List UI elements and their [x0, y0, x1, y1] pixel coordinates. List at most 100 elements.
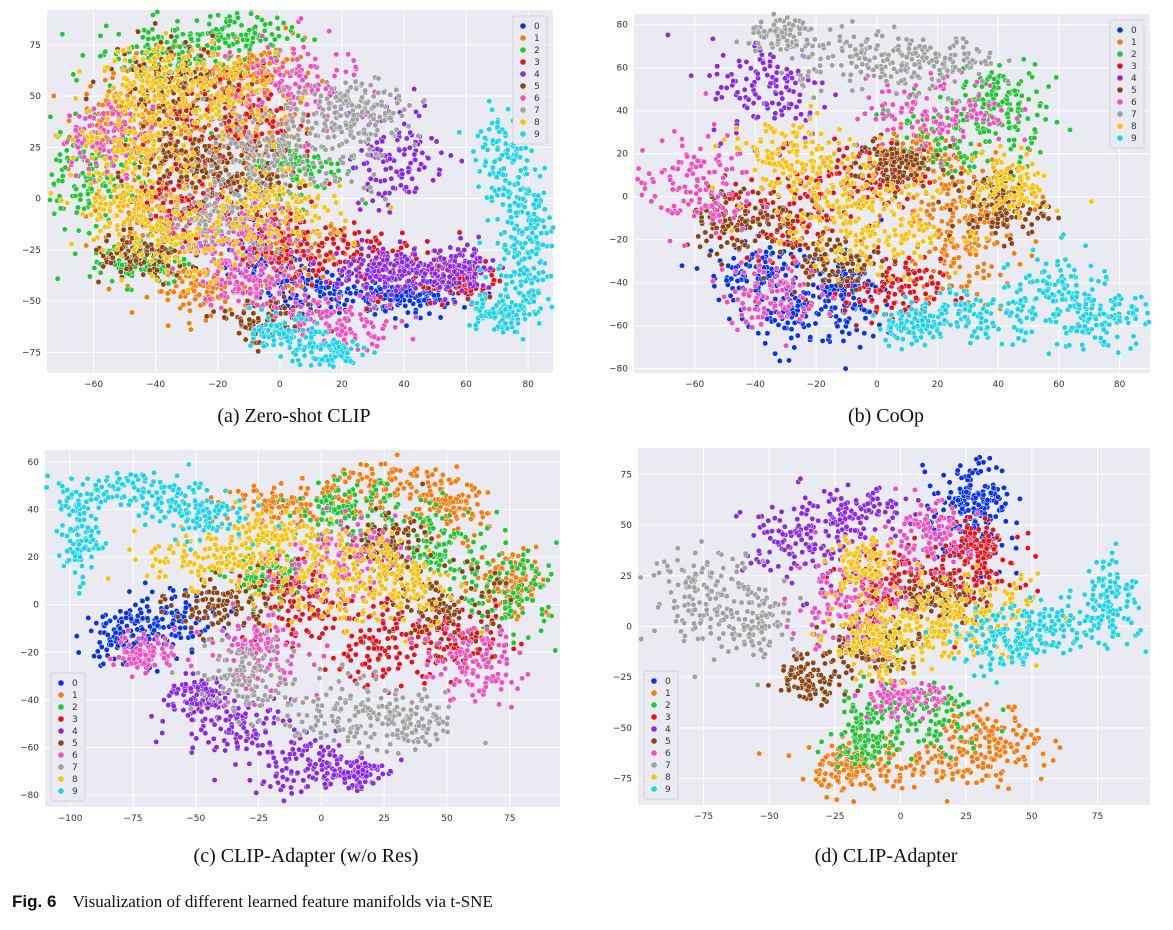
scatter-point-class-8	[214, 218, 221, 225]
scatter-point-class-8	[172, 241, 179, 248]
scatter-point-class-4	[380, 246, 387, 252]
scatter-point-class-0	[426, 310, 433, 317]
scatter-point-class-4	[405, 277, 412, 284]
scatter-point-class-0	[324, 269, 331, 276]
scatter-point-class-1	[177, 305, 184, 312]
scatter-point-class-2	[72, 250, 79, 257]
scatter-point-class-6	[298, 15, 304, 22]
scatter-point-class-3	[258, 130, 265, 137]
scatter-point-class-4	[323, 278, 330, 285]
scatter-point-class-8	[218, 265, 225, 271]
scatter-point-class-6	[66, 112, 73, 119]
scatter-point-class-8	[212, 277, 219, 284]
scatter-point-class-6	[233, 255, 240, 262]
scatter-point-class-7	[318, 92, 324, 99]
scatter-point-class-8	[149, 132, 155, 139]
scatter-point-class-5	[239, 170, 246, 177]
scatter-point-class-2	[102, 48, 109, 55]
y-tick-label: −75	[22, 348, 41, 358]
scatter-point-class-5	[189, 180, 196, 186]
scatter-point-class-6	[108, 120, 115, 127]
scatter-point-class-8	[91, 194, 98, 201]
scatter-point-class-6	[369, 341, 376, 348]
scatter-point-class-7	[236, 113, 243, 120]
scatter-point-class-2	[236, 47, 243, 54]
scatter-point-class-7	[395, 93, 402, 100]
scatter-point-class-6	[383, 318, 390, 325]
scatter-point-class-8	[88, 133, 95, 140]
scatter-point-class-6	[222, 53, 229, 60]
scatter-point-class-6	[413, 314, 419, 321]
scatter-point-class-8	[114, 212, 121, 219]
scatter-point-class-8	[135, 205, 142, 212]
scatter-point-class-6	[273, 57, 280, 64]
scatter-point-class-4	[392, 287, 399, 294]
scatter-point-class-8	[107, 179, 114, 186]
scatter-point-class-6	[339, 322, 346, 329]
scatter-point-class-6	[289, 311, 296, 318]
scatter-point-class-3	[163, 185, 169, 192]
scatter-point-class-6	[107, 154, 113, 161]
scatter-point-class-7	[380, 89, 387, 96]
scatter-point-class-8	[216, 60, 223, 67]
scatter-point-class-1	[327, 223, 334, 230]
scatter-point-class-6	[207, 295, 214, 302]
scatter-point-class-6	[350, 57, 357, 64]
scatter-point-class-8	[176, 102, 183, 109]
scatter-point-class-1	[143, 294, 150, 301]
scatter-point-class-6	[237, 261, 244, 268]
scatter-point-class-6	[169, 265, 176, 272]
scatter-point-class-6	[261, 89, 268, 96]
scatter-point-class-5	[93, 246, 100, 253]
scatter-point-class-8	[180, 113, 187, 119]
scatter-point-class-6	[218, 304, 225, 311]
scatter-point-class-5	[281, 293, 288, 300]
scatter-point-class-4	[382, 166, 389, 173]
scatter-point-class-5	[178, 174, 185, 181]
scatter-point-class-3	[334, 245, 341, 252]
scatter-point-class-8	[143, 160, 150, 166]
scatter-point-class-2	[171, 38, 178, 45]
scatter-point-class-6	[288, 248, 295, 255]
scatter-point-class-2	[93, 223, 100, 230]
scatter-point-class-5	[117, 268, 124, 275]
scatter-point-class-6	[345, 51, 352, 58]
scatter-point-class-4	[452, 253, 459, 260]
scatter-point-class-6	[326, 28, 333, 35]
scatter-point-class-8	[213, 231, 219, 238]
scatter-point-class-4	[433, 138, 440, 145]
scatter-point-class-2	[179, 49, 186, 56]
scatter-point-class-5	[199, 168, 206, 175]
scatter-point-class-6	[357, 292, 364, 299]
panel-a: −60 −40 −20 0 20 40 60 80 75 50 25 0 −25 −50 −75 0 1 2 3 4 5…	[0, 0, 590, 440]
scatter-point-class-4	[411, 251, 418, 258]
scatter-point-class-8	[82, 143, 89, 149]
scatter-point-class-7	[204, 203, 211, 209]
scatter-point-class-8	[180, 231, 186, 238]
scatter-point-class-7	[239, 140, 246, 147]
scatter-point-class-8	[124, 202, 131, 209]
scatter-point-class-8	[97, 200, 104, 207]
scatter-point-class-5	[166, 170, 173, 177]
scatter-point-class-4	[456, 279, 463, 286]
scatter-point-class-7	[347, 123, 354, 130]
scatter-point-class-5	[182, 39, 189, 46]
scatter-point-class-3	[323, 251, 330, 258]
scatter-point-class-6	[322, 295, 329, 302]
scatter-point-class-8	[138, 179, 145, 186]
scatter-point-class-8	[219, 129, 226, 136]
scatter-point-class-7	[212, 140, 219, 146]
scatter-point-class-8	[175, 124, 182, 130]
scatter-point-class-1	[158, 288, 165, 295]
scatter-point-class-8	[90, 236, 97, 243]
scatter-point-class-2	[109, 278, 116, 285]
scatter-point-class-5	[224, 159, 231, 166]
scatter-point-class-8	[159, 98, 166, 105]
scatter-point-class-8	[266, 211, 273, 218]
scatter-point-class-8	[190, 241, 197, 248]
scatter-point-class-3	[170, 186, 177, 193]
scatter-point-class-4	[339, 267, 345, 274]
scatter-point-class-8	[173, 194, 180, 201]
scatter-point-class-6	[323, 308, 330, 315]
scatter-point-class-2	[73, 186, 80, 192]
